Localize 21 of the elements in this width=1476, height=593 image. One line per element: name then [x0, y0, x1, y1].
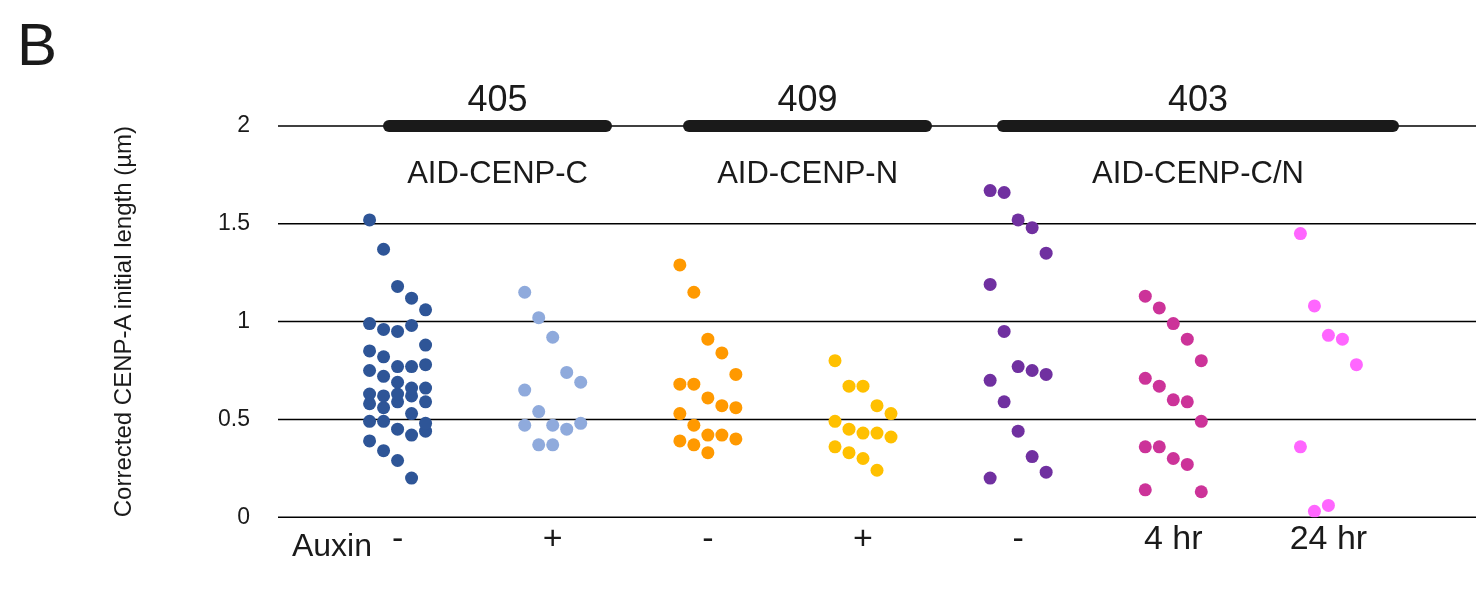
text: 405	[467, 78, 528, 119]
y-tick-label: 2	[237, 111, 250, 138]
y-tick-label: 0	[237, 502, 250, 529]
x-axis-title: Auxin	[291, 527, 372, 564]
x-tick-label: 4 hr	[1143, 517, 1203, 556]
annotation: AID-CENP-C/N	[1092, 154, 1304, 190]
x-tick-label: -	[1012, 517, 1024, 556]
x-tick-label: -	[702, 517, 714, 556]
x-tick-label: 24 hr	[1289, 517, 1368, 556]
x-tick-label: +	[853, 517, 873, 556]
y-axis-title: Corrected CENP-A initial length (µm)	[109, 125, 137, 518]
y-tick-label: 1	[237, 306, 250, 333]
text: 403	[1167, 78, 1229, 119]
x-tick-label: -	[391, 517, 404, 556]
text: 409	[777, 78, 838, 119]
annotation: AID-CENP-N	[717, 154, 899, 190]
y-tick-label: 0.5	[218, 404, 250, 431]
text: B	[16, 11, 58, 78]
x-tick-label: +	[542, 517, 563, 556]
y-tick-label: 1.5	[218, 209, 250, 236]
annotation: AID-CENP-C	[407, 154, 588, 190]
